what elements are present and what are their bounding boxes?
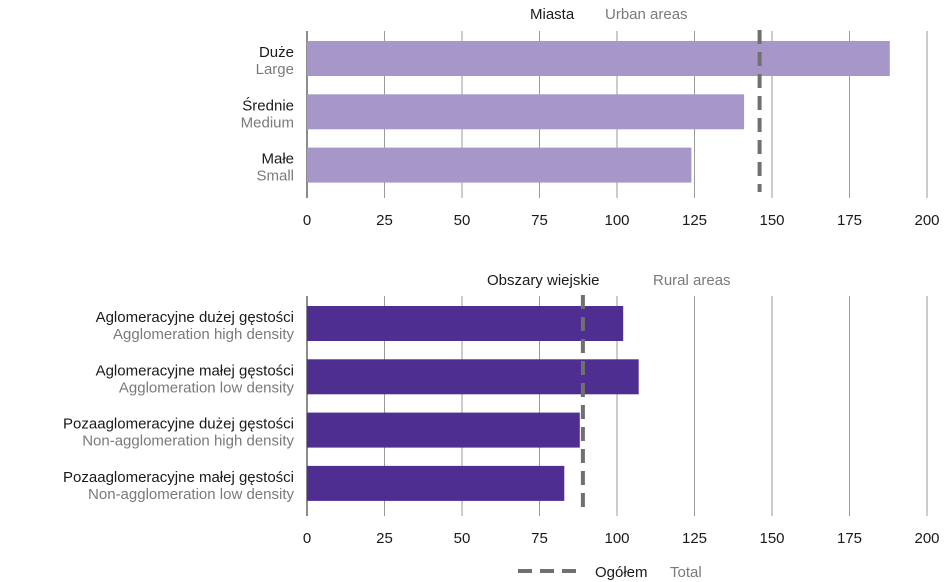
bar (307, 147, 692, 183)
x-tick-label: 75 (531, 212, 548, 229)
bar (307, 41, 890, 76)
x-tick-label: 100 (604, 530, 629, 547)
category-label-secondary: Small (256, 168, 294, 185)
category-label-secondary: Agglomeration high density (113, 326, 294, 343)
x-tick-label: 150 (759, 530, 784, 547)
category-label-secondary: Non-agglomeration high density (82, 433, 294, 450)
bar (307, 412, 580, 448)
category-label-secondary: Large (256, 61, 294, 78)
rural-areas-panel: Obszary wiejskie Rural areas 0 25 50 75 100 125… (63, 272, 939, 547)
panel-title: Obszary wiejskie (487, 272, 600, 289)
x-tick-label: 175 (837, 530, 862, 547)
x-tick-label: 200 (914, 212, 939, 229)
category-label: Duże (259, 44, 294, 61)
urban-areas-panel: Miasta Urban areas 0 25 50 75 100 125 150 175 200 D… (241, 6, 940, 229)
bar (307, 306, 624, 341)
category-label-secondary: Medium (241, 114, 294, 131)
category-label: Średnie (242, 96, 294, 114)
x-tick-label: 150 (759, 212, 784, 229)
x-tick-label: 25 (376, 212, 393, 229)
x-tick-label: 0 (303, 212, 311, 229)
x-tick-label: 75 (531, 530, 548, 547)
x-tick-label: 0 (303, 530, 311, 547)
x-tick-label: 125 (682, 530, 707, 547)
bar (307, 359, 639, 395)
bar (307, 465, 565, 501)
x-tick-label: 50 (454, 212, 471, 229)
panel-title-secondary: Rural areas (653, 272, 731, 289)
panel-title: Miasta (530, 6, 575, 23)
category-label: Aglomeracyjne małej gęstości (96, 362, 294, 379)
x-tick-label: 125 (682, 212, 707, 229)
x-tick-label: 175 (837, 212, 862, 229)
category-label: Pozaaglomeracyjne małej gęstości (63, 469, 294, 486)
category-label-secondary: Non-agglomeration low density (88, 486, 294, 503)
x-tick-label: 200 (914, 530, 939, 547)
x-tick-label: 100 (604, 212, 629, 229)
category-label: Aglomeracyjne dużej gęstości (96, 309, 294, 326)
category-label-secondary: Agglomeration low density (119, 379, 295, 396)
legend: Ogółem Total (518, 564, 702, 581)
legend-total-label: Ogółem (595, 564, 648, 581)
legend-total-label-secondary: Total (670, 564, 702, 581)
category-label: Pozaaglomeracyjne dużej gęstości (63, 416, 294, 433)
bar (307, 94, 745, 130)
panel-title-secondary: Urban areas (605, 6, 688, 23)
x-tick-label: 50 (454, 530, 471, 547)
category-label: Małe (261, 151, 294, 168)
x-tick-label: 25 (376, 530, 393, 547)
